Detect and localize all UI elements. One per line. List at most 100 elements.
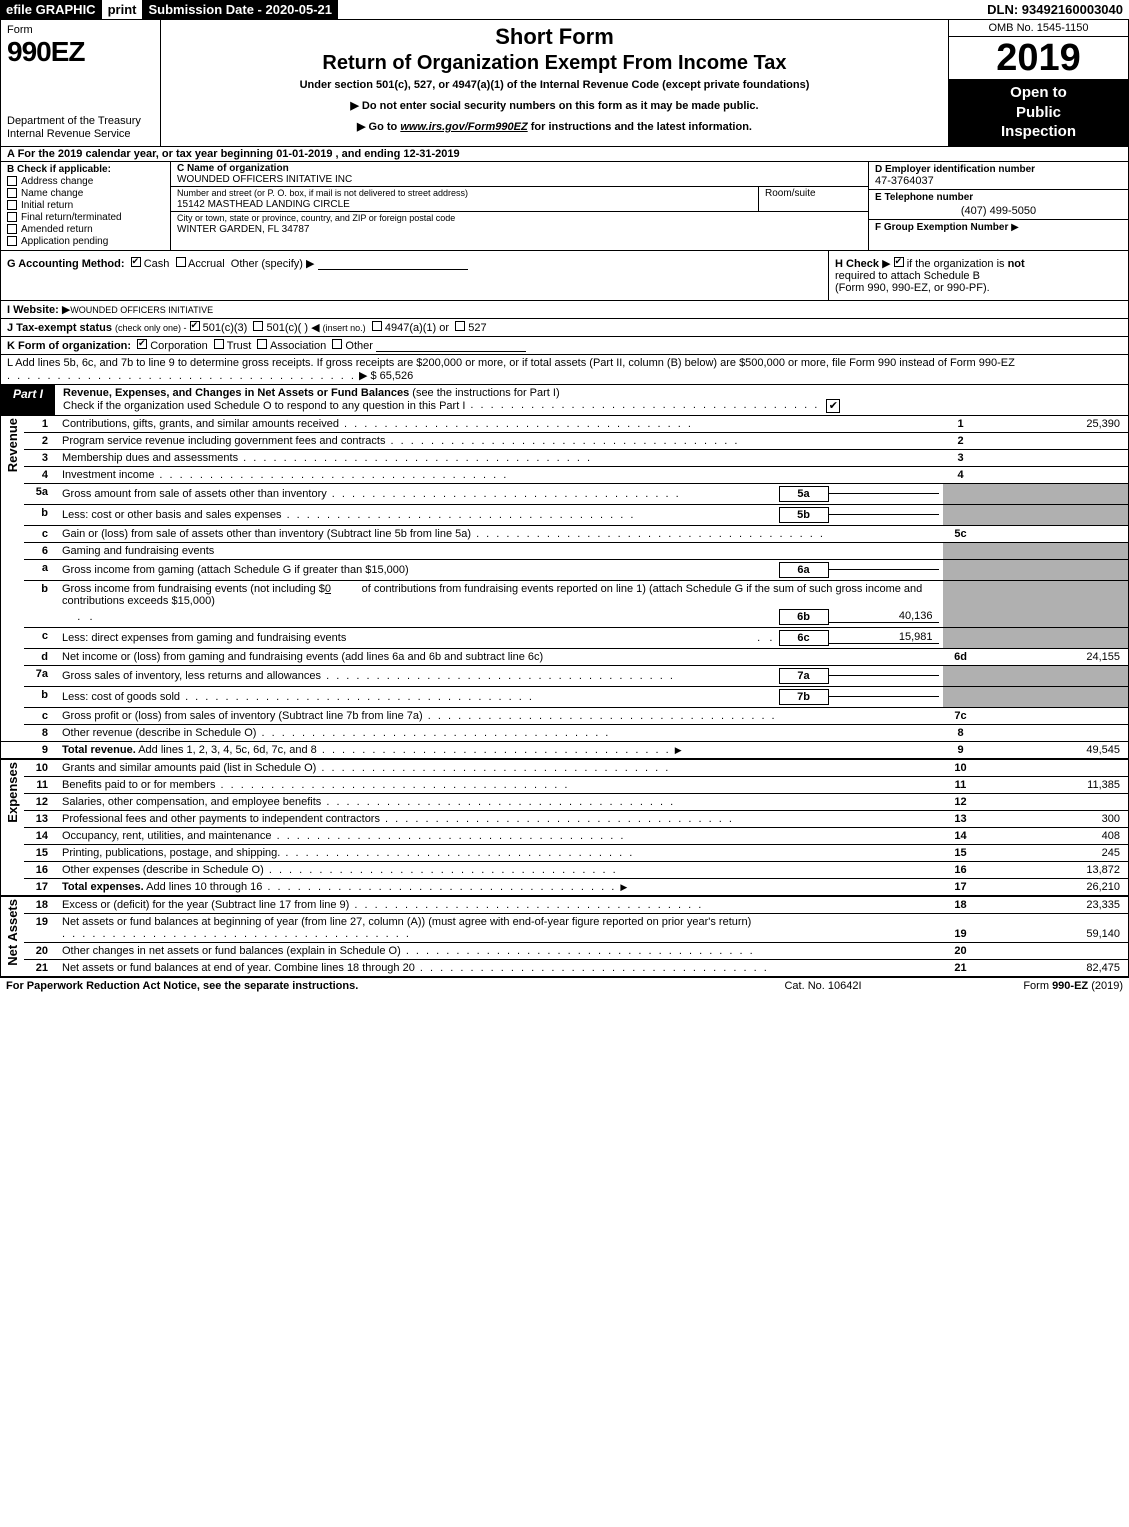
- inner-box-label: 6b: [779, 609, 829, 625]
- line-num: 18: [24, 896, 58, 914]
- line-desc: Grants and similar amounts paid (list in…: [58, 759, 943, 777]
- line-num: 3: [24, 449, 58, 466]
- line-ref: 15: [943, 844, 979, 861]
- l-text: L Add lines 5b, 6c, and 7b to line 9 to …: [7, 357, 1015, 369]
- line-desc: Membership dues and assessments: [58, 449, 943, 466]
- line-ref: 14: [943, 827, 979, 844]
- checkbox-icon[interactable]: [332, 339, 342, 349]
- inner-box-label: 6a: [779, 562, 829, 578]
- checkbox-amended-return[interactable]: Amended return: [7, 224, 164, 235]
- h-label: H Check: [835, 258, 879, 270]
- line-ref-shaded: [943, 559, 979, 580]
- checkbox-icon[interactable]: [176, 257, 186, 267]
- checkbox-icon[interactable]: [137, 339, 147, 349]
- k-label: K Form of organization:: [7, 340, 131, 352]
- checkbox-icon: [7, 188, 17, 198]
- checkbox-application-pending[interactable]: Application pending: [7, 236, 164, 247]
- ein-cell: D Employer identification number 47-3764…: [869, 162, 1128, 190]
- line-8: 8 Other revenue (describe in Schedule O)…: [1, 724, 1129, 741]
- schedule-o-check[interactable]: ✔: [826, 399, 840, 413]
- checkbox-icon[interactable]: [131, 257, 141, 267]
- inspection-line3: Inspection: [953, 122, 1124, 142]
- irs-link[interactable]: www.irs.gov/Form990EZ: [400, 121, 527, 133]
- netassets-vertical-label: Net Assets: [1, 896, 25, 977]
- checkbox-address-change[interactable]: Address change: [7, 176, 164, 187]
- other-org-blank[interactable]: [376, 351, 526, 352]
- section-c-org-info: C Name of organization WOUNDED OFFICERS …: [171, 162, 868, 250]
- line-num: 7a: [24, 665, 58, 686]
- dept-line2: Internal Revenue Service: [7, 128, 154, 141]
- j-note: (check only one) -: [115, 323, 187, 333]
- line-ref: 19: [943, 913, 979, 942]
- form-ref-pre: Form: [1023, 980, 1052, 992]
- section-def: D Employer identification number 47-3764…: [868, 162, 1128, 250]
- line-num: c: [24, 707, 58, 724]
- h-text2: required to attach Schedule B: [835, 270, 980, 282]
- expenses-vertical-label: Expenses: [1, 759, 25, 896]
- checkbox-icon[interactable]: [372, 321, 382, 331]
- checkbox-initial-return[interactable]: Initial return: [7, 200, 164, 211]
- g-label: G Accounting Method:: [7, 258, 125, 270]
- checkbox-final-return[interactable]: Final return/terminated: [7, 212, 164, 223]
- line-num: b: [24, 504, 58, 525]
- opt-trust: Trust: [227, 340, 252, 352]
- line-ref: 7c: [943, 707, 979, 724]
- line-amount-shaded: [979, 542, 1129, 559]
- checkbox-icon[interactable]: [455, 321, 465, 331]
- line-amount: [979, 793, 1129, 810]
- line-3: 3 Membership dues and assessments 3: [1, 449, 1129, 466]
- line-desc: Program service revenue including govern…: [58, 432, 943, 449]
- street-label: Number and street (or P. O. box, if mail…: [177, 188, 468, 198]
- goto-pre: Go to: [369, 121, 401, 133]
- checkbox-icon[interactable]: [190, 321, 200, 331]
- cash-label: Cash: [144, 258, 170, 270]
- checkbox-icon[interactable]: [214, 339, 224, 349]
- dept-treasury: Department of the Treasury Internal Reve…: [7, 115, 154, 141]
- line-ref-shaded: [943, 627, 979, 648]
- line-amount: 245: [979, 844, 1129, 861]
- h-text1: if the organization is: [907, 258, 1008, 270]
- line-num: 11: [24, 776, 58, 793]
- line-amount: [979, 449, 1129, 466]
- checkbox-name-change[interactable]: Name change: [7, 188, 164, 199]
- topbar-spacer: [338, 0, 981, 19]
- line-amount-shaded: [979, 580, 1129, 627]
- part-i-table: Revenue 1 Contributions, gifts, grants, …: [0, 416, 1129, 977]
- line-amount: 300: [979, 810, 1129, 827]
- l-amount: $ 65,526: [370, 370, 413, 382]
- other-specify-blank[interactable]: [318, 269, 468, 270]
- ein-value: 47-3764037: [875, 175, 1122, 187]
- line-desc: Less: cost of goods sold 7b: [58, 686, 943, 707]
- cat-number: Cat. No. 10642I: [723, 980, 923, 992]
- line-5b: b Less: cost or other basis and sales ex…: [1, 504, 1129, 525]
- inner-box-label: 6c: [779, 630, 829, 646]
- line-ref-shaded: [943, 686, 979, 707]
- page-footer: For Paperwork Reduction Act Notice, see …: [0, 977, 1129, 994]
- line-desc: Net income or (loss) from gaming and fun…: [58, 648, 943, 665]
- line-desc: Other expenses (describe in Schedule O): [58, 861, 943, 878]
- line-num: 13: [24, 810, 58, 827]
- paperwork-notice: For Paperwork Reduction Act Notice, see …: [6, 980, 723, 992]
- checkbox-icon[interactable]: [894, 257, 904, 267]
- inner-box-value: 15,981: [829, 631, 939, 644]
- print-label[interactable]: print: [102, 0, 143, 19]
- checkbox-icon[interactable]: [257, 339, 267, 349]
- room-label: Room/suite: [765, 188, 816, 199]
- line-ref: 1: [943, 416, 979, 433]
- phone-label: E Telephone number: [875, 192, 1122, 203]
- line-desc: Total revenue. Add lines 1, 2, 3, 4, 5c,…: [58, 741, 943, 759]
- inner-box-label: 7a: [779, 668, 829, 684]
- line-num: 8: [24, 724, 58, 741]
- inner-box-value: 40,136: [829, 610, 939, 623]
- line-ref-shaded: [943, 580, 979, 627]
- line-desc: Printing, publications, postage, and shi…: [58, 844, 943, 861]
- line-num: 17: [24, 878, 58, 896]
- checkbox-icon[interactable]: [253, 321, 263, 331]
- under-section-text: Under section 501(c), 527, or 4947(a)(1)…: [169, 79, 940, 91]
- line-num: d: [24, 648, 58, 665]
- line-ref: 3: [943, 449, 979, 466]
- line-num: c: [24, 627, 58, 648]
- line-ref-shaded: [943, 504, 979, 525]
- form-header: Form 990EZ Department of the Treasury In…: [0, 20, 1129, 147]
- group-exemption-cell: F Group Exemption Number ▶: [869, 220, 1128, 250]
